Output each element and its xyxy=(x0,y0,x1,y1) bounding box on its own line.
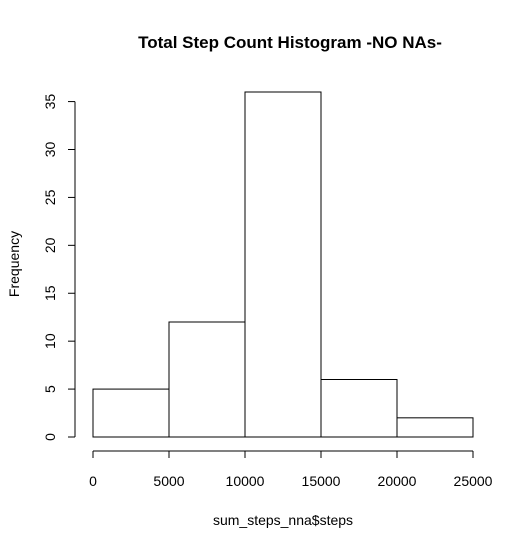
bar-4 xyxy=(396,417,474,438)
y-tick-label-1: 5 xyxy=(42,385,58,393)
x-tick-label-4: 20000 xyxy=(378,473,417,489)
y-tick-label-5: 25 xyxy=(42,189,58,205)
bar-0 xyxy=(92,388,170,438)
y-tick-label-4: 20 xyxy=(42,237,58,253)
x-tick-label-2: 10000 xyxy=(226,473,265,489)
x-tick-label-5: 25000 xyxy=(454,473,493,489)
x-tick-label-1: 5000 xyxy=(153,473,184,489)
y-axis: 0 5 10 15 20 25 30 35 xyxy=(42,94,76,441)
y-tick-label-2: 10 xyxy=(42,333,58,349)
y-tick-label-7: 35 xyxy=(42,94,58,110)
bar-1 xyxy=(168,321,246,438)
bars xyxy=(92,91,474,438)
x-tick-label-3: 15000 xyxy=(302,473,341,489)
y-axis-label: Frequency xyxy=(6,231,22,297)
chart-title: Total Step Count Histogram -NO NAs- xyxy=(138,33,442,52)
bar-3 xyxy=(320,379,398,438)
x-axis: 0 5000 10000 15000 20000 25000 xyxy=(89,450,493,489)
x-axis-label: sum_steps_nna$steps xyxy=(213,512,353,528)
y-tick-label-3: 15 xyxy=(42,285,58,301)
y-tick-label-0: 0 xyxy=(42,433,58,441)
bar-2 xyxy=(244,91,322,438)
x-tick-label-0: 0 xyxy=(89,473,97,489)
y-tick-label-6: 30 xyxy=(42,142,58,158)
